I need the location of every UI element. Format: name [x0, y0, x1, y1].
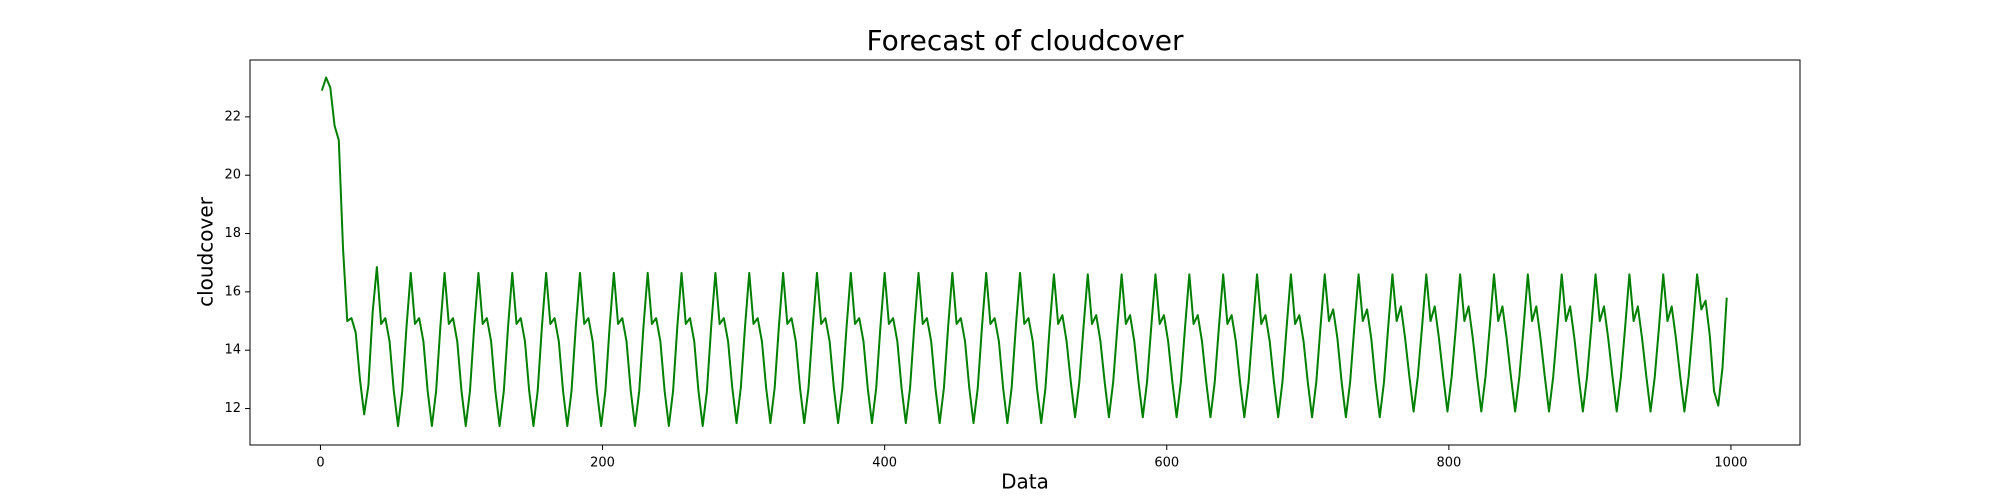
x-tick-label: 800 [1436, 456, 1461, 471]
y-tick-label: 22 [224, 109, 241, 124]
x-tick-label: 0 [316, 456, 324, 471]
data-line [320, 76, 1728, 428]
y-axis-label: cloudcover [194, 196, 218, 307]
y-tick-label: 14 [224, 343, 241, 358]
y-tick-label: 12 [224, 401, 241, 416]
x-tick-label: 200 [590, 456, 615, 471]
x-axis-label: Data [1001, 470, 1049, 494]
y-tick-label: 18 [224, 226, 241, 241]
chart-title: Forecast of cloudcover [867, 24, 1184, 57]
x-tick-label: 600 [1154, 456, 1179, 471]
plot-frame [249, 59, 1801, 446]
y-tick-label: 20 [224, 168, 241, 183]
x-tick-label: 400 [872, 456, 897, 471]
x-tick-label: 1000 [1714, 456, 1747, 471]
y-tick-label: 16 [224, 284, 241, 299]
